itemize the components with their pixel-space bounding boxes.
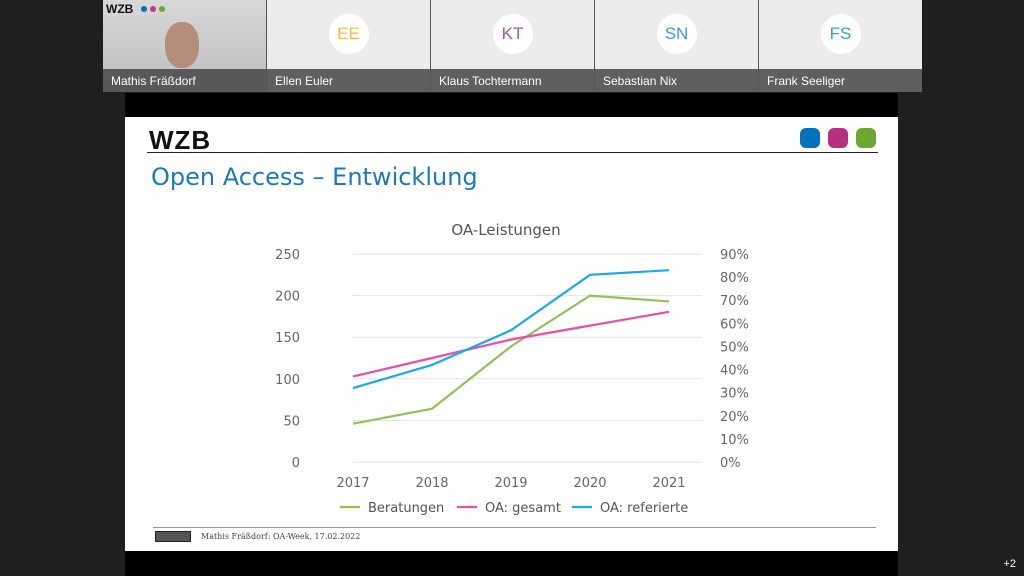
participant-avatar: SN xyxy=(656,14,697,54)
brand-dots xyxy=(141,6,165,12)
y-right-tick-label: 10% xyxy=(720,433,749,448)
participant-tile[interactable]: EE Ellen Euler xyxy=(267,0,430,92)
y-right-tick-label: 20% xyxy=(720,410,749,425)
footer-divider xyxy=(153,527,876,528)
wzb-logo-small: WZB xyxy=(106,2,134,16)
cc-license-icon xyxy=(155,531,191,542)
series-line-0 xyxy=(352,294,670,425)
series-line-2 xyxy=(352,269,670,390)
y-right-tick-label: 70% xyxy=(720,294,749,309)
chart-title: OA-Leistungen xyxy=(451,221,560,239)
x-tick-label: 2018 xyxy=(415,476,448,491)
x-tick-label: 2017 xyxy=(336,476,369,491)
participant-tile[interactable]: WZB Mathis Fräßdorf xyxy=(103,0,266,92)
x-tick-label: 2019 xyxy=(494,476,527,491)
y-left-tick-label: 200 xyxy=(275,290,300,305)
y-right-tick-label: 0% xyxy=(720,456,741,471)
line-chart: OA-Leistungen 0 50 100 150 200 250 0% 10% 20% 30% 4… xyxy=(275,221,749,516)
participant-avatar: EE xyxy=(328,14,369,54)
participant-name: Frank Seeliger xyxy=(759,69,922,92)
legend-label: Beratungen xyxy=(368,501,444,516)
slide: WZB Open Access – Entwicklung OA-Leistun… xyxy=(125,117,898,551)
participant-avatar: KT xyxy=(492,14,533,54)
participant-name: Sebastian Nix xyxy=(595,69,758,92)
y-left-tick-label: 50 xyxy=(283,414,300,429)
participant-tile[interactable]: SN Sebastian Nix xyxy=(595,0,758,92)
y-left-tick-label: 0 xyxy=(292,456,300,471)
y-right-tick-label: 80% xyxy=(720,271,749,286)
shared-screen: WZB Open Access – Entwicklung OA-Leistun… xyxy=(125,93,898,576)
slide-footer: Mathis Fräßdorf: OA-Week, 17.02.2022 xyxy=(201,532,361,541)
legend-label: OA: gesamt xyxy=(485,501,561,516)
header-divider xyxy=(147,152,878,153)
series-line-1 xyxy=(352,310,670,378)
brand-square-green xyxy=(856,128,876,148)
y-right-tick-label: 90% xyxy=(720,248,749,263)
participant-name: Ellen Euler xyxy=(267,69,430,92)
y-right-tick-label: 60% xyxy=(720,317,749,332)
y-left-tick-label: 250 xyxy=(275,248,300,263)
participant-tile[interactable]: KT Klaus Tochtermann xyxy=(431,0,594,92)
legend-label: OA: referierte xyxy=(600,501,688,516)
y-right-tick-label: 40% xyxy=(720,364,749,379)
participant-name: Mathis Fräßdorf xyxy=(103,69,266,92)
participant-avatar: FS xyxy=(820,14,861,54)
x-tick-label: 2021 xyxy=(652,476,685,491)
more-participants-button[interactable]: +2 xyxy=(1003,558,1016,570)
brand-square-magenta xyxy=(828,128,848,148)
participant-name: Klaus Tochtermann xyxy=(431,69,594,92)
wzb-logo: WZB xyxy=(149,125,212,155)
x-tick-label: 2020 xyxy=(573,476,606,491)
y-left-tick-label: 100 xyxy=(275,373,300,388)
participant-video xyxy=(165,22,199,68)
participant-tile[interactable]: FS Frank Seeliger xyxy=(759,0,922,92)
y-right-tick-label: 30% xyxy=(720,387,749,402)
y-right-tick-label: 50% xyxy=(720,340,749,355)
participant-strip: WZB Mathis Fräßdorf EE Ellen Euler KT Klaus T… xyxy=(103,0,922,92)
brand-square-blue xyxy=(800,128,820,148)
y-left-tick-label: 150 xyxy=(275,331,300,346)
slide-title: Open Access – Entwicklung xyxy=(151,163,478,191)
